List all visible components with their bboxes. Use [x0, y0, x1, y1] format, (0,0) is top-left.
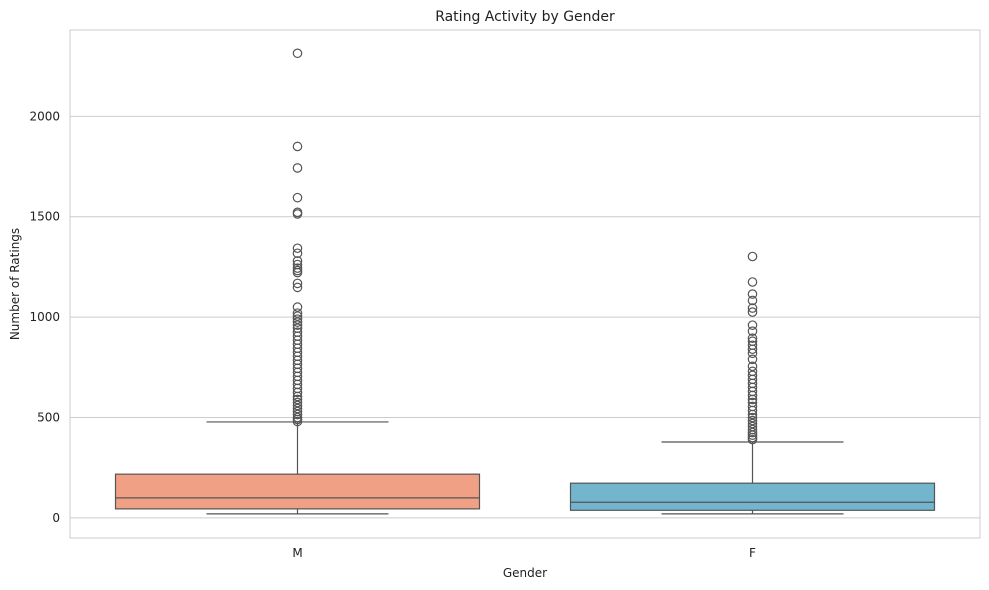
x-axis-label: Gender [503, 566, 547, 580]
outlier-point [747, 430, 758, 440]
outlier-point [292, 308, 303, 318]
y-axis-label: Number of Ratings [8, 228, 22, 340]
outlier-point [747, 361, 758, 372]
outlier-point [292, 48, 303, 59]
outlier-point [747, 307, 758, 317]
outlier-point [292, 209, 303, 219]
outlier-point [747, 418, 758, 429]
y-tick-labels: 0 500 1000 1500 2000 [29, 109, 60, 525]
outlier-point [292, 320, 303, 330]
outlier-point [747, 412, 758, 423]
box-iqr-m [114, 473, 481, 510]
outlier-point [292, 163, 303, 173]
outlier-point [747, 277, 758, 287]
outlier-point [292, 302, 303, 312]
outlier-point [747, 320, 758, 330]
outlier-point [292, 387, 303, 398]
outlier-point [292, 282, 303, 293]
outlier-point [292, 311, 303, 321]
outlier-point [292, 391, 303, 402]
outlier-point [747, 409, 758, 420]
y-tick-label: 2000 [29, 109, 60, 123]
outlier-point [747, 289, 758, 299]
outlier-point [747, 434, 758, 445]
outlier-point [747, 344, 758, 355]
outlier-point [747, 295, 758, 306]
outlier-point [292, 267, 303, 278]
outlier-point [747, 348, 758, 359]
outlier-point [747, 333, 758, 344]
boxes-layer [114, 48, 936, 515]
outlier-point [292, 416, 303, 427]
box-group-m [114, 48, 481, 515]
outlier-point [747, 303, 758, 313]
outlier-point [747, 390, 758, 401]
y-tick-label: 1500 [29, 210, 60, 224]
outlier-point [292, 397, 303, 408]
y-tick-label: 500 [37, 411, 60, 425]
outlier-point [292, 263, 303, 273]
outlier-point [292, 394, 303, 405]
outlier-point [747, 427, 758, 438]
outlier-point [747, 394, 758, 405]
outlier-point [292, 192, 303, 203]
y-tick-label: 0 [52, 511, 60, 525]
outlier-point [292, 403, 303, 414]
outlier-point [292, 248, 303, 259]
outlier-point [292, 400, 303, 411]
outlier-point [747, 405, 758, 416]
outlier-point [292, 141, 303, 152]
outlier-point [747, 251, 758, 262]
outlier-point [747, 326, 758, 336]
outlier-point [292, 278, 303, 289]
x-tick-label: M [292, 546, 302, 560]
outlier-point [292, 243, 303, 254]
outlier-point [292, 256, 303, 266]
plot-area [69, 29, 981, 539]
chart-title: Rating Activity by Gender [435, 9, 615, 25]
outlier-point [747, 415, 758, 426]
box-iqr-f [569, 482, 936, 511]
x-tick-label: F [749, 546, 756, 560]
outlier-point [292, 409, 303, 420]
outlier-point [292, 317, 303, 327]
box-group-f [569, 251, 936, 515]
outlier-point [747, 354, 758, 365]
y-tick-label: 1000 [29, 310, 60, 324]
outlier-point [292, 314, 303, 324]
grid-lines [70, 115, 980, 519]
